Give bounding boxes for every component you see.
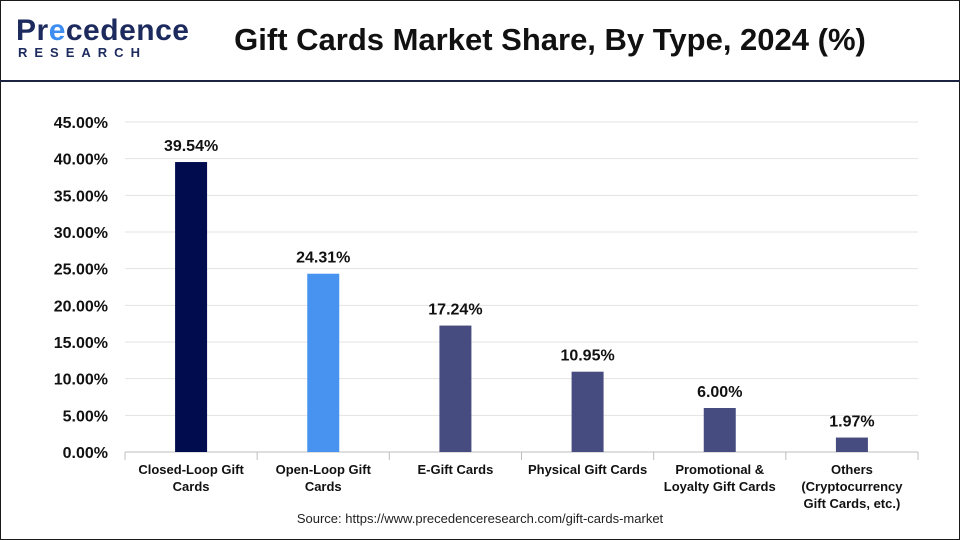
x-tick-label-line: Physical Gift Cards xyxy=(528,462,647,477)
chart-title: Gift Cards Market Share, By Type, 2024 (… xyxy=(234,22,866,57)
bar xyxy=(439,325,472,452)
y-tick-label: 45.00% xyxy=(54,115,108,132)
bar xyxy=(571,371,604,452)
x-tick-label: Promotional & Loyalty Gift Cards xyxy=(664,462,776,494)
y-tick-label: 25.00% xyxy=(54,262,108,279)
bar xyxy=(703,408,736,452)
y-tick-label: 0.00% xyxy=(63,445,108,462)
y-tick-label: 30.00% xyxy=(54,225,108,242)
bar xyxy=(175,162,208,453)
data-label: 10.95% xyxy=(560,348,614,365)
x-tick-label-line: Cards xyxy=(305,479,342,494)
data-label: 6.00% xyxy=(697,384,742,401)
y-tick-label: 35.00% xyxy=(54,188,108,205)
x-tick-label-line: Cards xyxy=(173,479,210,494)
data-label: 39.54% xyxy=(164,138,218,155)
x-tick-label-line: E-Gift Cards xyxy=(417,462,493,477)
data-label: 17.24% xyxy=(428,302,482,319)
logo-wordmark: Precedence xyxy=(16,14,190,47)
x-tick-label: Physical Gift Cards xyxy=(528,462,647,477)
brand-logo: Precedence RESEARCH xyxy=(16,16,189,64)
y-tick-label: 10.00% xyxy=(54,372,108,389)
data-label: 1.97% xyxy=(829,414,874,431)
logo-subtitle: RESEARCH xyxy=(18,45,147,60)
x-tick-label: Others (Cryptocurrency Gift Cards, etc.) xyxy=(801,462,903,511)
x-tick-label-line: Open-Loop Gift xyxy=(276,462,372,477)
y-tick-label: 15.00% xyxy=(54,335,108,352)
x-tick-label: Open-Loop Gift Cards xyxy=(276,462,372,494)
bar xyxy=(835,437,868,452)
source-note: Source: https://www.precedenceresearch.c… xyxy=(296,511,664,526)
x-tick-label: Closed-Loop Gift Cards xyxy=(138,462,244,494)
data-label: 24.31% xyxy=(296,250,350,267)
header: Precedence RESEARCH Gift Cards Market Sh… xyxy=(0,0,960,80)
x-tick-label: E-Gift Cards xyxy=(417,462,493,477)
bar xyxy=(307,273,340,452)
header-divider xyxy=(0,80,960,82)
x-tick-label-line: Closed-Loop Gift xyxy=(138,462,244,477)
x-tick-label-line: (Cryptocurrency xyxy=(801,479,903,494)
x-tick-label-line: Others xyxy=(831,462,873,477)
x-tick-label-line: Loyalty Gift Cards xyxy=(664,479,776,494)
y-tick-label: 20.00% xyxy=(54,298,108,315)
x-tick-label-line: Gift Cards, etc.) xyxy=(804,496,901,511)
y-tick-label: 40.00% xyxy=(54,152,108,169)
y-tick-label: 5.00% xyxy=(63,408,108,425)
x-tick-label-line: Promotional & xyxy=(675,462,764,477)
